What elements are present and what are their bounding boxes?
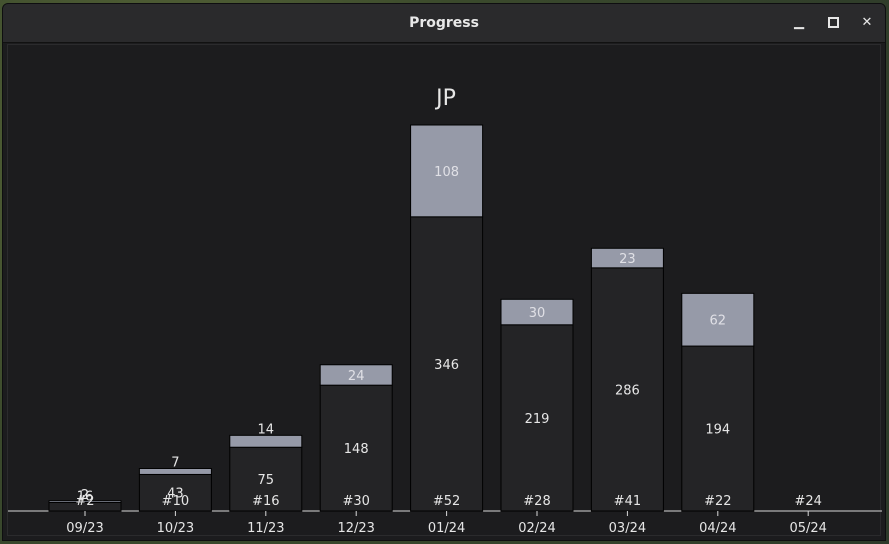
x-tick-label: 12/23 [337, 521, 374, 536]
x-tick-label: 05/24 [789, 521, 826, 536]
bar-value-label: 7 [171, 455, 179, 470]
bar-value-label: 30 [529, 306, 546, 321]
chart-title: JP [434, 86, 456, 111]
minimize-button[interactable]: ▁ [789, 13, 809, 33]
x-tick-label: 02/24 [518, 521, 555, 536]
bar-value-label: 346 [434, 358, 459, 373]
bar-count-label: #2 [75, 494, 94, 509]
bar-top-segment [500, 298, 574, 326]
bar-top-segment [410, 124, 484, 218]
bar-count-label: #41 [614, 494, 641, 509]
bar-base-segment [410, 216, 484, 512]
bar-value-label: 2 [81, 488, 89, 503]
bar-top-segment [138, 467, 212, 475]
bar-base-segment [681, 345, 755, 512]
bar-chart: JP 162#2 09/23 43 7 #10 10/23 75 14 #16 11/23 148 2… [8, 86, 882, 536]
bar-value-label: 75 [258, 473, 275, 488]
window-title: Progress [409, 15, 479, 31]
bar-value-label: 219 [525, 412, 550, 427]
bar-value-label: 286 [615, 383, 640, 398]
minimize-icon: ▁ [794, 15, 804, 30]
maximize-button[interactable] [823, 13, 843, 33]
bar-top-segment [229, 434, 303, 448]
bar-value-label: 24 [348, 369, 365, 384]
bar-value-label: 108 [434, 165, 459, 180]
bar-value-label: 23 [619, 252, 636, 267]
bar-count-label: #16 [252, 494, 279, 509]
bar-base-segment [590, 267, 664, 512]
bar-count-label: #22 [704, 494, 731, 509]
x-tick-label: 04/24 [699, 521, 736, 536]
maximize-icon [827, 17, 839, 28]
bar-value-label: 16 [77, 489, 94, 504]
bar-count-label: #52 [433, 494, 460, 509]
bar-top-segment [590, 247, 664, 269]
progress-window: Progress ▁ ✕ JP 16 2 #2 09/23 43 7 #10 10/23 75 1… [2, 3, 886, 541]
x-tick-label: 01/24 [428, 521, 465, 536]
bar-top-segment [319, 364, 393, 386]
bar-base-segment [138, 473, 212, 512]
x-tick-label: 10/23 [157, 521, 194, 536]
bar-value-label: 194 [705, 423, 730, 438]
x-tick-label: 03/24 [609, 521, 646, 536]
bar-count-label: #30 [342, 494, 369, 509]
bar-top-segment [681, 292, 755, 347]
bar-top-segment [48, 500, 122, 503]
close-icon: ✕ [861, 15, 873, 30]
bar-count-label: #10 [162, 494, 189, 509]
bar-value-label: 14 [258, 422, 275, 437]
bar-value-label: 148 [344, 442, 369, 457]
bar-base-segment [500, 324, 574, 512]
title-bar[interactable]: Progress ▁ ✕ [3, 4, 885, 43]
bar-value-label: 62 [710, 314, 727, 329]
bar-value-label: 43 [167, 487, 184, 502]
x-tick-label: 11/23 [247, 521, 284, 536]
chart-panel: JP 16 2 #2 09/23 43 7 #10 10/23 75 14 #16 11/23 148 2… [7, 44, 882, 536]
bar-count-label: #24 [794, 494, 821, 509]
bar-count-label: #28 [523, 494, 550, 509]
x-tick-label: 09/23 [66, 521, 103, 536]
close-button[interactable]: ✕ [857, 13, 877, 33]
